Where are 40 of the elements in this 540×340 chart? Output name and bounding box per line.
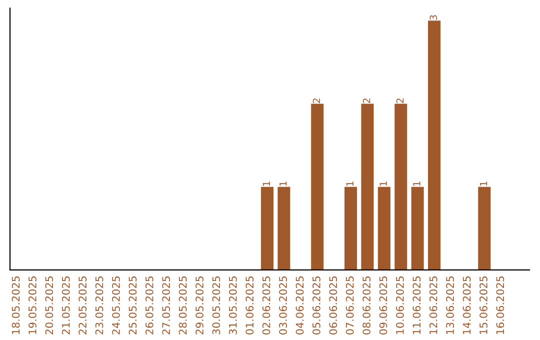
data-label: 2	[312, 98, 320, 104]
x-tick-label: 14.06.2025	[462, 276, 471, 334]
x-tick-label: 16.06.2025	[496, 276, 504, 334]
x-tick-label: 30.05.2025	[212, 276, 220, 334]
x-tick-label: 04.06.2025	[296, 276, 304, 334]
x-tick-label: 07.06.2025	[346, 276, 354, 334]
x-tick-label: 20.05.2025	[45, 276, 54, 334]
x-tick-label: 06.06.2025	[329, 276, 338, 334]
x-tick-label: 02.06.2025	[262, 276, 270, 334]
x-tick-label: 01.06.2025	[246, 276, 254, 334]
x-tick-label: 03.06.2025	[279, 276, 287, 334]
x-tick-label: 08.06.2025	[362, 276, 370, 334]
x-tick-label: 24.05.2025	[112, 276, 120, 334]
x-tick-label: 05.06.2025	[312, 276, 320, 334]
x-tick-label: 13.06.2025	[446, 276, 454, 334]
data-label: 2	[362, 98, 370, 104]
x-tick-label: 12.06.2025	[429, 276, 438, 334]
x-tick-label: 28.05.2025	[178, 276, 187, 334]
data-label: 1	[480, 182, 488, 186]
x-tick-label: 29.05.2025	[196, 276, 204, 334]
x-tick-label: 21.05.2025	[62, 276, 70, 334]
data-label: 1	[262, 182, 270, 186]
x-tick-label: 31.05.2025	[228, 276, 237, 334]
x-tick-label: 27.05.2025	[162, 276, 170, 334]
x-tick-label: 25.05.2025	[128, 276, 137, 334]
data-label: 2	[396, 98, 404, 104]
data-label: 1	[280, 182, 287, 186]
x-tick-label: 19.05.2025	[28, 276, 36, 334]
data-label: 1	[380, 182, 387, 186]
x-tick-label: 09.06.2025	[379, 276, 388, 334]
x-tick-label: 15.06.2025	[480, 276, 488, 334]
data-label: 1	[346, 182, 354, 186]
data-label: 3	[430, 15, 438, 20]
x-tick-label: 23.05.2025	[95, 276, 104, 334]
data-label: 1	[413, 182, 420, 186]
x-tick-label: 11.06.2025	[412, 276, 421, 334]
x-tick-label: 26.05.2025	[145, 276, 154, 334]
x-tick-label: 10.06.2025	[396, 276, 404, 334]
x-tick-label: 18.05.2025	[12, 276, 20, 334]
x-tick-label: 22.05.2025	[78, 276, 87, 334]
